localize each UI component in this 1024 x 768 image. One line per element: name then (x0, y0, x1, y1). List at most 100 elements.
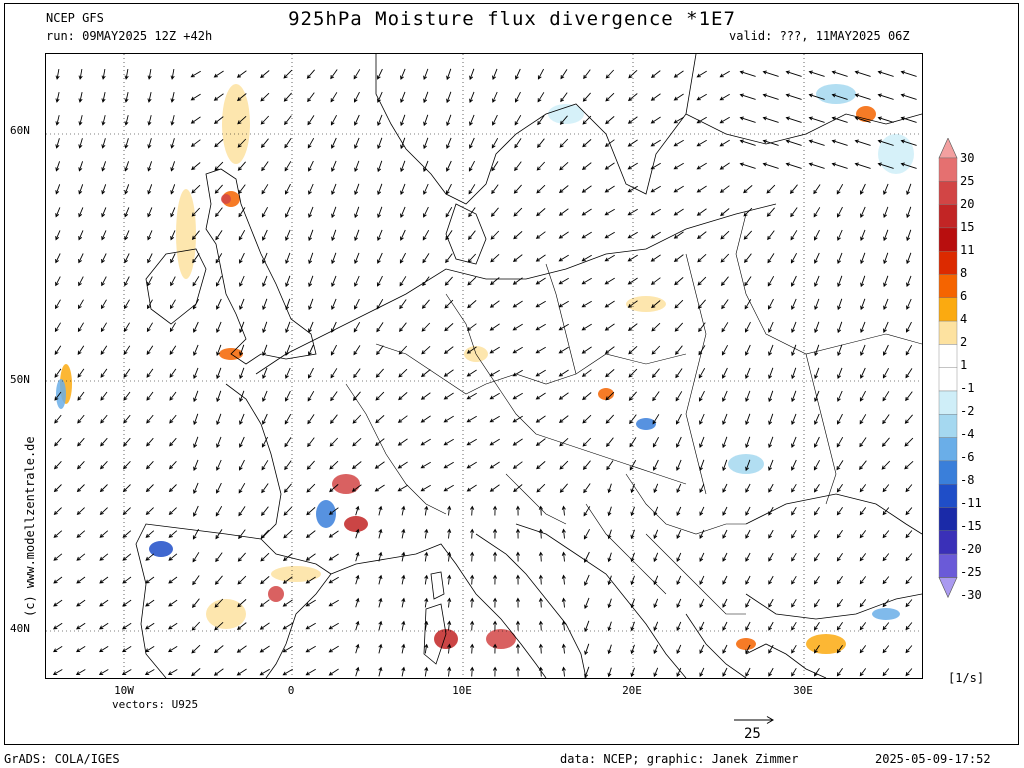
wind-vector (145, 530, 155, 538)
wind-vector (170, 69, 175, 80)
wind-vector (146, 414, 154, 424)
wind-vector (859, 183, 866, 195)
wind-vector (650, 162, 661, 170)
wind-vector (260, 70, 270, 79)
wind-vector (261, 506, 269, 517)
wind-vector (581, 277, 592, 285)
wind-vector (582, 460, 591, 471)
legend-cap-bottom (938, 577, 958, 599)
wind-vector (860, 321, 866, 333)
wind-vector (191, 207, 201, 217)
wind-vector (238, 482, 246, 494)
wind-vector (305, 553, 316, 561)
wind-vector (627, 231, 638, 239)
wind-vector (236, 668, 247, 676)
wind-vector (561, 666, 566, 677)
wind-vector (170, 184, 176, 195)
wind-vector (237, 552, 246, 562)
divergence-patch (872, 608, 900, 620)
wind-vector (401, 620, 406, 631)
wind-vector (745, 436, 751, 449)
wind-vector (424, 528, 429, 539)
figure-frame (4, 3, 1019, 745)
wind-vector (99, 460, 108, 470)
wind-vector (808, 93, 825, 100)
wind-vector (745, 459, 751, 472)
wind-vector (719, 139, 730, 147)
wind-vector (674, 277, 684, 286)
wind-vector (653, 529, 659, 540)
wind-vector (168, 646, 178, 653)
wind-vector (306, 69, 315, 79)
wind-vector (538, 620, 543, 631)
wind-vector (308, 321, 314, 333)
wind-vector (170, 138, 175, 149)
wind-vector (558, 300, 569, 308)
wind-vector (607, 483, 612, 494)
wind-vector (492, 551, 498, 562)
wind-vector (604, 323, 615, 331)
wind-vector (377, 137, 383, 150)
wind-vector (446, 114, 452, 127)
wind-vector (239, 390, 245, 403)
wind-vector (401, 666, 406, 677)
wind-vector (55, 253, 61, 264)
wind-vector (101, 161, 107, 172)
wind-vector (490, 230, 500, 240)
wind-vector (630, 552, 635, 563)
wind-vector (236, 622, 247, 630)
wind-vector (768, 667, 774, 677)
wind-vector (581, 231, 592, 239)
wind-vector (583, 528, 590, 540)
wind-vector (284, 161, 292, 172)
wind-vector (722, 436, 728, 449)
wind-vector (147, 207, 153, 218)
wind-vector (420, 484, 431, 492)
wind-vector (169, 322, 176, 333)
wind-vector (719, 162, 730, 170)
wind-vector (215, 482, 222, 494)
wind-vector (904, 414, 913, 424)
wind-vector (308, 298, 314, 311)
wind-vector (239, 413, 245, 425)
wind-vector (76, 599, 86, 607)
wind-vector (305, 622, 316, 630)
divergence-patch (332, 474, 360, 494)
wind-vector (216, 321, 222, 333)
wind-vector (512, 392, 523, 400)
wind-vector (330, 114, 337, 126)
wind-vector (675, 413, 682, 425)
wind-vector (239, 321, 245, 334)
legend-label: -25 (960, 565, 982, 580)
wind-vector (512, 300, 523, 308)
wind-vector (877, 70, 894, 77)
wind-vector (489, 438, 500, 446)
wind-vector (719, 185, 730, 193)
wind-vector (78, 276, 84, 287)
wind-vector (515, 551, 520, 562)
wind-vector (808, 162, 825, 169)
wind-vector (883, 183, 889, 195)
wind-vector (607, 621, 612, 632)
wind-vector (854, 93, 871, 100)
wind-vector (260, 552, 270, 562)
wind-vector (627, 116, 638, 124)
wind-vector (378, 528, 383, 539)
legend-swatch (938, 553, 958, 578)
wind-vector (147, 276, 153, 287)
wind-vector (53, 553, 63, 561)
wind-vector (470, 574, 475, 585)
wind-vector (328, 645, 339, 653)
wind-vector (744, 276, 752, 287)
wind-vector (55, 207, 61, 218)
wind-vector (170, 92, 175, 103)
legend-colorbar (938, 138, 958, 599)
wind-vector (650, 208, 661, 216)
wind-vector (399, 276, 407, 287)
wind-vector (720, 208, 730, 217)
wind-vector (605, 92, 615, 102)
wind-vector (604, 185, 615, 193)
wind-vector (374, 461, 385, 469)
wind-vector (308, 183, 314, 195)
wind-vector (78, 253, 84, 264)
